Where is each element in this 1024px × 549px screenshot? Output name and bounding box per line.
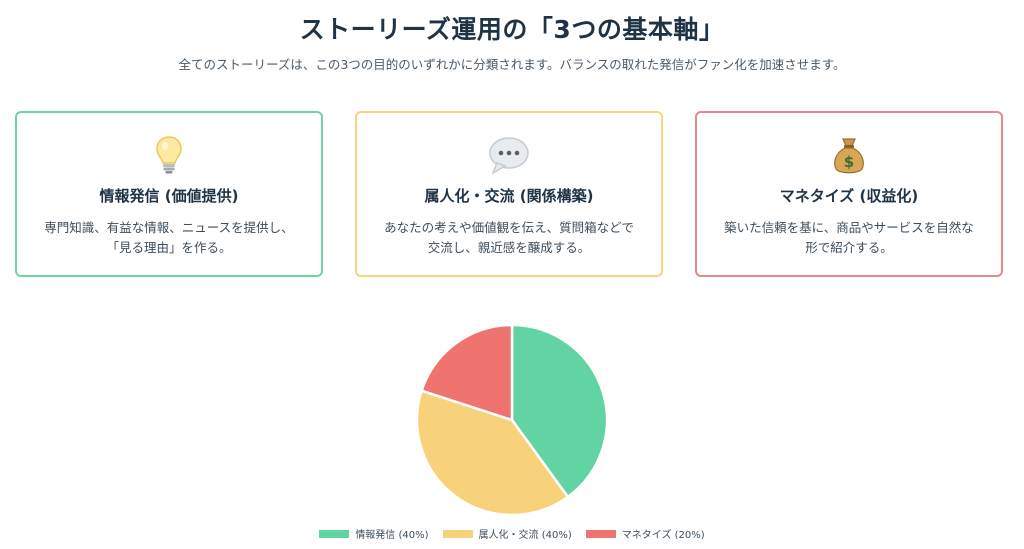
legend-swatch: [319, 529, 350, 538]
card-title: マネタイズ (収益化): [779, 187, 919, 205]
chart-legend: 情報発信 (40%) 属人化・交流 (40%) マネタイズ (20%): [0, 526, 1024, 541]
card-relationship: 属人化・交流 (関係構築) あなたの考えや価値観を伝え、質問箱などで交流し、親近…: [355, 111, 663, 277]
legend-label: 属人化・交流 (40%): [478, 530, 572, 541]
card-description: 築いた信頼を基に、商品やサービスを自然な形で紹介する。: [724, 220, 974, 255]
card-title: 情報発信 (価値提供): [99, 187, 239, 205]
pie-slice-information[interactable]: [510, 323, 609, 499]
card-information: 情報発信 (価値提供) 専門知識、有益な情報、ニュースを提供し、「見る理由」を作…: [15, 111, 323, 277]
card-description: 専門知識、有益な情報、ニュースを提供し、「見る理由」を作る。: [44, 220, 294, 255]
card-monetization: $ マネタイズ (収益化) 築いた信頼を基に、商品やサービスを自然な形で紹介する…: [695, 111, 1003, 277]
page-subtitle: 全てのストーリーズは、この3つの目的のいずれかに分類されます。バランスの取れた発…: [178, 57, 846, 72]
legend-item-monetization[interactable]: マネタイズ (20%): [585, 526, 705, 541]
legend-item-relationship[interactable]: 属人化・交流 (40%): [442, 526, 572, 541]
pie-slice-relationship[interactable]: [415, 389, 570, 517]
money-bag-icon: $: [697, 135, 1001, 175]
pie-slice-monetization[interactable]: [420, 323, 514, 422]
pie-chart: [412, 322, 612, 518]
speech-bubble-icon: [357, 135, 661, 175]
lightbulb-icon: [17, 135, 321, 175]
legend-label: マネタイズ (20%): [621, 530, 705, 541]
legend-label: 情報発信 (40%): [355, 530, 429, 541]
svg-text:$: $: [844, 153, 854, 171]
legend-swatch: [442, 529, 473, 538]
legend-item-information[interactable]: 情報発信 (40%): [319, 526, 429, 541]
page-title: ストーリーズ運用の「3つの基本軸」: [299, 15, 725, 44]
legend-swatch: [585, 529, 616, 538]
card-title: 属人化・交流 (関係構築): [424, 187, 594, 205]
card-description: あなたの考えや価値観を伝え、質問箱などで交流し、親近感を醸成する。: [384, 220, 634, 255]
